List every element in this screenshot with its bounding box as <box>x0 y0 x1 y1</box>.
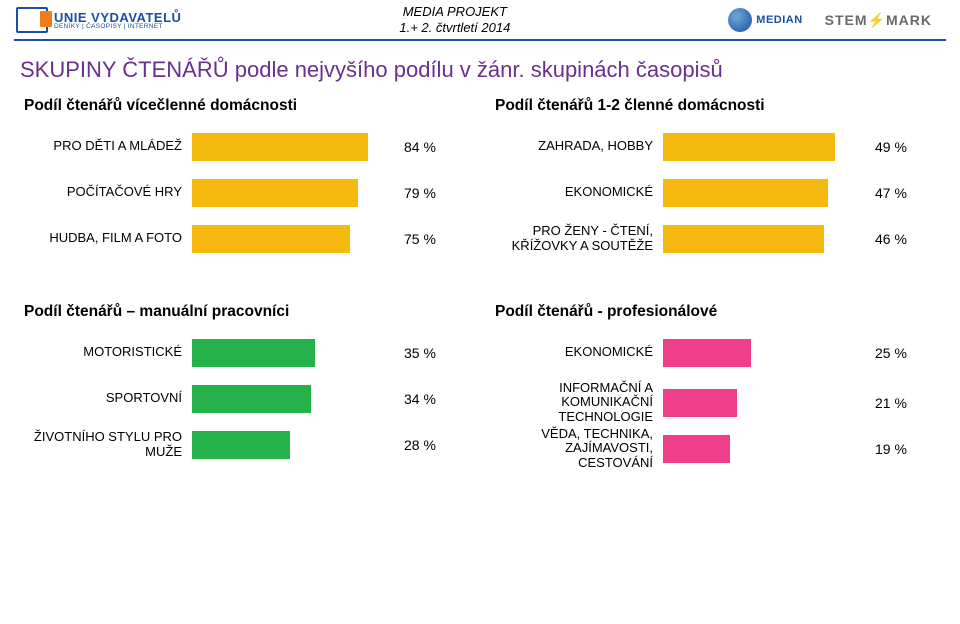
bar-row: EKONOMICKÉ 25 % <box>493 335 938 371</box>
bar-row: ZAHRADA, HOBBY 49 % <box>493 129 938 165</box>
section-heading: Podíl čtenářů vícečlenné domácnosti <box>24 97 467 115</box>
chart-section: Podíl čtenářů vícečlenné domácnosti PRO D… <box>22 97 467 267</box>
section-heading: Podíl čtenářů - profesionálové <box>495 303 938 321</box>
bar-fill <box>663 179 828 207</box>
bar-fill <box>192 385 311 413</box>
bar-row: EKONOMICKÉ 47 % <box>493 175 938 211</box>
bar-fill <box>192 339 315 367</box>
bar-value: 79 % <box>402 185 458 201</box>
bar-value: 47 % <box>873 185 929 201</box>
bar-track <box>663 225 873 253</box>
project-line1: MEDIA PROJEKT <box>399 4 510 20</box>
bar-track <box>663 389 873 417</box>
bar-value: 84 % <box>402 139 458 155</box>
bar-label: PRO ŽENY - ČTENÍ, KŘÍŽOVKY A SOUTĚŽE <box>493 224 663 254</box>
section-heading: Podíl čtenářů – manuální pracovníci <box>24 303 467 321</box>
bar-fill <box>663 435 730 463</box>
bar-value: 19 % <box>873 441 929 457</box>
bar-label: MOTORISTICKÉ <box>22 345 192 360</box>
bar-track <box>663 339 873 367</box>
median-label: MEDIAN <box>756 14 802 26</box>
bar-row: MOTORISTICKÉ 35 % <box>22 335 467 371</box>
bar-label: PRO DĚTI A MLÁDEŽ <box>22 139 192 154</box>
uv-logo-bottom: DENÍKY | ČASOPISY | INTERNET <box>54 24 181 31</box>
bar-fill <box>663 339 751 367</box>
bar-track <box>192 225 402 253</box>
bar-track <box>192 179 402 207</box>
page-title: SKUPINY ČTENÁŘŮ podle nejvyšího podílu v… <box>0 41 960 97</box>
bar-value: 34 % <box>402 391 458 407</box>
bar-label: SPORTOVNÍ <box>22 391 192 406</box>
bar-value: 49 % <box>873 139 929 155</box>
bar-track <box>192 133 402 161</box>
chart-section: Podíl čtenářů 1-2 členné domácnosti ZAHRA… <box>493 97 938 267</box>
bar-label: ŽIVOTNÍHO STYLU PRO MUŽE <box>22 430 192 460</box>
logo-stemmark: STEM⚡MARK <box>825 12 932 29</box>
bar-label: EKONOMICKÉ <box>493 345 663 360</box>
bar-label: EKONOMICKÉ <box>493 185 663 200</box>
section-heading: Podíl čtenářů 1-2 členné domácnosti <box>495 97 938 115</box>
bar-value: 25 % <box>873 345 929 361</box>
bar-track <box>192 431 402 459</box>
bar-row: SPORTOVNÍ 34 % <box>22 381 467 417</box>
bar-label: INFORMAČNÍ A KOMUNIKAČNÍ TECHNOLOGIE <box>493 381 663 426</box>
globe-icon <box>728 8 752 32</box>
charts-grid: Podíl čtenářů vícečlenné domácnosti PRO D… <box>0 97 960 473</box>
bar-label: VĚDA, TECHNIKA, ZAJÍMAVOSTI, CESTOVÁNÍ <box>493 427 663 472</box>
bar-label: HUDBA, FILM A FOTO <box>22 231 192 246</box>
bar-label: POČÍTAČOVÉ HRY <box>22 185 192 200</box>
bar-value: 21 % <box>873 395 929 411</box>
bar-track <box>192 339 402 367</box>
bar-fill <box>663 389 737 417</box>
header-title: MEDIA PROJEKT 1.+ 2. čtvrtletí 2014 <box>399 4 510 37</box>
bar-label: ZAHRADA, HOBBY <box>493 139 663 154</box>
bar-fill <box>192 225 350 253</box>
bar-fill <box>192 431 290 459</box>
bar-track <box>663 179 873 207</box>
bar-track <box>192 385 402 413</box>
bar-row: VĚDA, TECHNIKA, ZAJÍMAVOSTI, CESTOVÁNÍ19… <box>493 427 938 463</box>
project-line2: 1.+ 2. čtvrtletí 2014 <box>399 20 510 36</box>
chart-section: Podíl čtenářů - profesionálové EKONOMICKÉ… <box>493 303 938 473</box>
bar-value: 35 % <box>402 345 458 361</box>
bar-row: POČÍTAČOVÉ HRY 79 % <box>22 175 467 211</box>
logo-unie-vydavatelu: UNIE VYDAVATELŮ DENÍKY | ČASOPISY | INTE… <box>16 7 181 33</box>
bar-fill <box>663 225 824 253</box>
logos-right: MEDIAN STEM⚡MARK <box>728 8 932 32</box>
bar-track <box>663 435 873 463</box>
book-icon <box>16 7 48 33</box>
uv-logo-top: UNIE VYDAVATELŮ <box>54 11 181 24</box>
header: UNIE VYDAVATELŮ DENÍKY | ČASOPISY | INTE… <box>0 0 960 39</box>
bar-fill <box>192 133 368 161</box>
bar-fill <box>663 133 835 161</box>
bar-fill <box>192 179 358 207</box>
bar-value: 75 % <box>402 231 458 247</box>
bar-row: PRO ŽENY - ČTENÍ, KŘÍŽOVKY A SOUTĚŽE 46 % <box>493 221 938 257</box>
bar-row: PRO DĚTI A MLÁDEŽ 84 % <box>22 129 467 165</box>
bar-value: 46 % <box>873 231 929 247</box>
bar-track <box>663 133 873 161</box>
chart-section: Podíl čtenářů – manuální pracovníci MOTOR… <box>22 303 467 473</box>
bar-row: HUDBA, FILM A FOTO 75 % <box>22 221 467 257</box>
bar-row: ŽIVOTNÍHO STYLU PRO MUŽE 28 % <box>22 427 467 463</box>
logo-median: MEDIAN <box>728 8 802 32</box>
bar-value: 28 % <box>402 437 458 453</box>
bar-row: INFORMAČNÍ A KOMUNIKAČNÍ TECHNOLOGIE21 % <box>493 381 938 417</box>
